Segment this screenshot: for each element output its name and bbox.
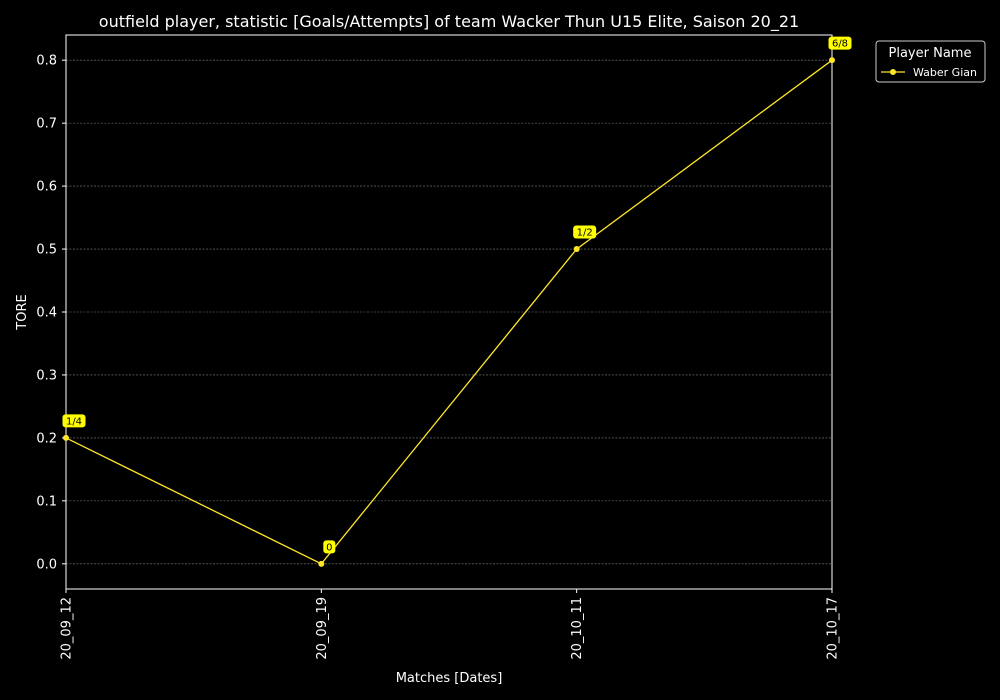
data-label: 1/4 <box>66 416 82 427</box>
data-label-box <box>828 36 852 50</box>
y-tick-label: 0.2 <box>36 431 57 446</box>
y-axis: 0.0 0.1 0.2 0.3 0.4 0.5 0.6 0.7 0.8 <box>36 54 66 572</box>
data-label-box <box>573 225 597 239</box>
data-label-box <box>62 414 86 428</box>
data-label-box <box>323 540 336 554</box>
y-tick-label: 0.6 <box>36 180 57 195</box>
data-label: 6/8 <box>832 39 848 50</box>
legend-marker-swatch <box>890 69 896 75</box>
data-label: 0 <box>326 542 332 553</box>
y-tick-label: 0.8 <box>36 54 57 69</box>
legend-title: Player Name <box>889 46 972 61</box>
data-label: 1/2 <box>577 228 593 239</box>
y-tick-label: 0.5 <box>36 243 57 258</box>
data-point <box>573 246 580 253</box>
y-tick-label: 0.1 <box>36 494 57 509</box>
legend-label-waber-gian: Waber Gian <box>913 66 977 79</box>
x-tick-label: 20_10_17 <box>826 597 841 660</box>
x-tick-label: 20_10_11 <box>570 597 585 660</box>
series-layer: 1/4 0 1/2 6/8 <box>62 36 852 567</box>
x-tick-label: 20_09_19 <box>315 597 330 660</box>
y-tick-label: 0.0 <box>36 557 57 572</box>
series-line <box>65 59 833 565</box>
chart-title: outfield player, statistic [Goals/Attemp… <box>99 12 799 32</box>
x-axis-title: Matches [Dates] <box>396 671 503 686</box>
y-tick-label: 0.4 <box>36 306 57 321</box>
data-point <box>829 57 835 64</box>
legend: Player Name Waber Gian <box>875 40 986 83</box>
y-axis-title: TORE <box>15 294 30 330</box>
y-tick-label: 0.3 <box>36 368 57 383</box>
x-tick-label: 20_09_12 <box>60 597 75 660</box>
y-tick-label: 0.7 <box>36 117 57 132</box>
data-point <box>63 434 69 441</box>
data-point <box>318 560 325 567</box>
x-axis: 20_09_12 20_09_19 20_10_11 20_10_17 <box>60 589 841 660</box>
